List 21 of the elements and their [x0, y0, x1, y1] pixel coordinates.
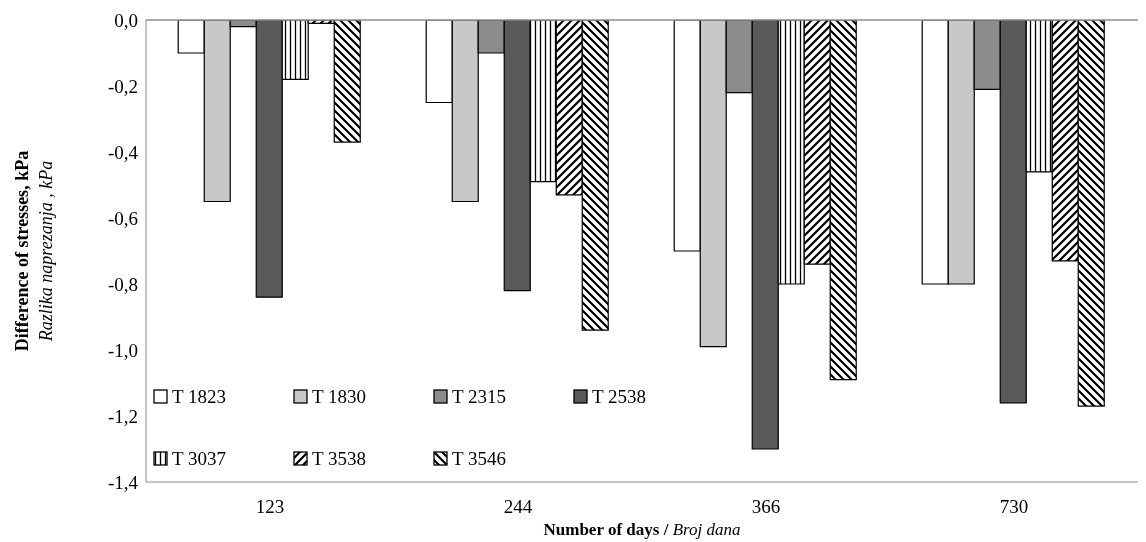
legend-label: T 3546: [452, 448, 507, 470]
legend-label: T 1830: [312, 386, 367, 408]
legend-label: T 1823: [172, 386, 227, 408]
y-tick-label: -0,2: [107, 75, 138, 97]
legend-label: T 2315: [452, 386, 507, 408]
x-tick-label: 730: [999, 496, 1029, 518]
y-tick-label: -1,0: [107, 339, 138, 361]
legend-label: T 3538: [312, 448, 367, 470]
y-tick-label: 0,0: [114, 9, 138, 31]
y-tick-label: -0,8: [107, 273, 138, 295]
legend-label: T 3037: [172, 448, 227, 470]
y-tick-label: -1,2: [107, 405, 138, 427]
y-tick-label: -1,4: [107, 471, 139, 493]
x-tick-label: 244: [503, 496, 533, 518]
x-tick-label: 123: [255, 496, 285, 518]
y-axis-title: Difference of stresses, kPa Razlika naprezanja , kPa: [12, 150, 56, 352]
x-tick-label: 366: [751, 496, 781, 518]
y-tick-label: -0,6: [107, 207, 138, 229]
legend-label: T 2538: [592, 386, 647, 408]
x-axis-title: Number of days / Broj dana: [543, 520, 741, 539]
y-tick-label: -0,4: [107, 141, 139, 163]
